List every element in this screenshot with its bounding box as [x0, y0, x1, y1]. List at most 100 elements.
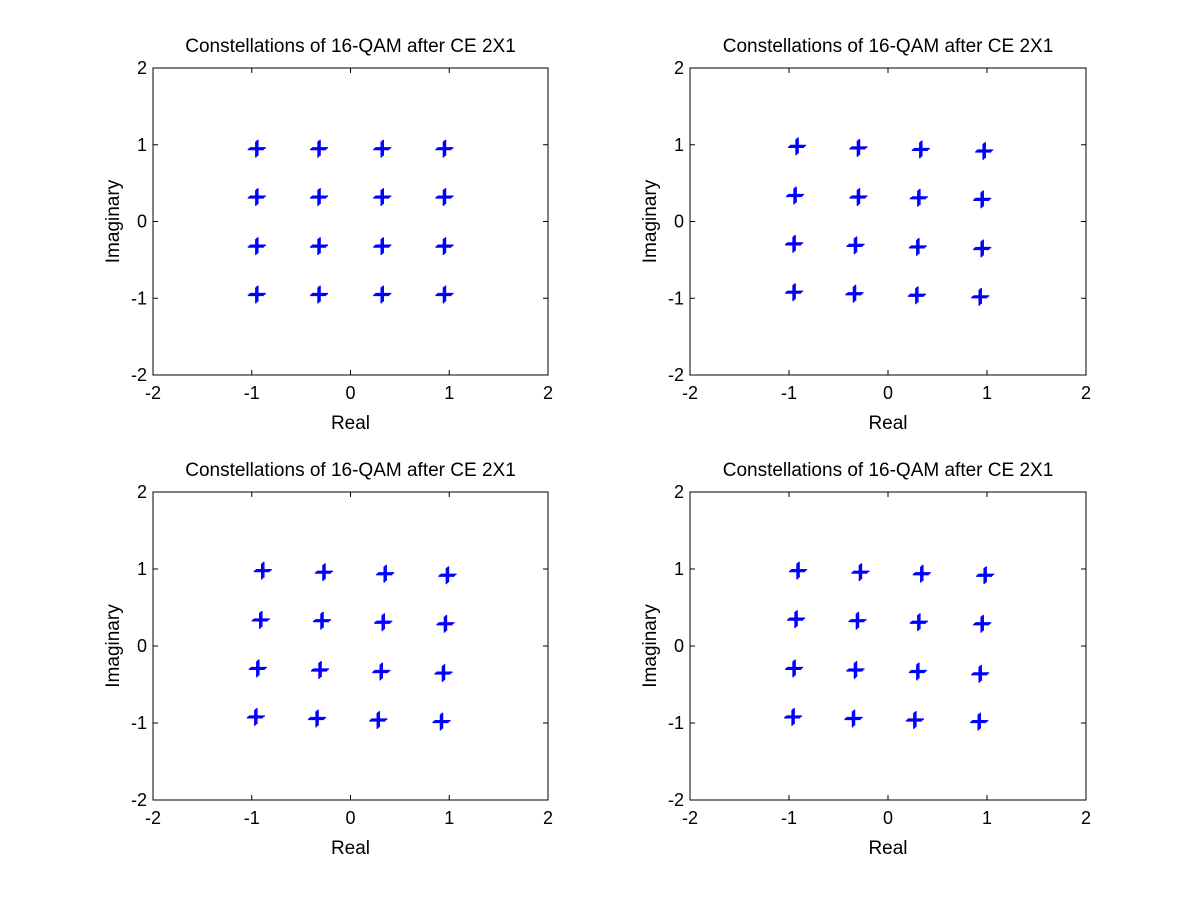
x-tick-label: 0 [883, 808, 893, 828]
data-point [786, 186, 805, 205]
y-tick-label: -1 [131, 288, 147, 308]
data-point [905, 711, 924, 729]
data-series [784, 561, 995, 731]
data-point [848, 611, 867, 630]
x-tick-label: 1 [444, 383, 454, 403]
data-point [373, 237, 392, 256]
data-point [907, 286, 926, 305]
data-point [374, 613, 393, 632]
y-tick-label: 2 [137, 482, 147, 502]
chart-title: Constellations of 16-QAM after CE 2X1 [723, 36, 1054, 57]
data-point [310, 188, 329, 206]
x-tick-label: 2 [543, 808, 553, 828]
subplot-1: -2 -1 0 1 2 -2 -1 0 1 2 Constellations of 16-QAM a… [103, 36, 553, 434]
y-tick-label: -1 [668, 713, 684, 733]
data-point [310, 139, 329, 158]
y-tick-label: -2 [668, 365, 684, 385]
x-axis-label: Real [331, 413, 370, 434]
data-point [973, 239, 992, 258]
data-point [310, 285, 329, 304]
data-point [908, 662, 927, 681]
data-point [784, 708, 803, 726]
data-point [435, 285, 454, 304]
x-tick-label: -2 [145, 808, 161, 828]
data-point [911, 140, 930, 159]
data-point [247, 237, 266, 256]
y-tick-label: -2 [668, 790, 684, 810]
data-point [369, 711, 388, 729]
data-point [785, 659, 804, 678]
data-point [435, 237, 454, 256]
data-series [246, 561, 457, 731]
data-point [849, 188, 868, 206]
x-tick-label: -2 [682, 383, 698, 403]
data-point [312, 611, 332, 630]
data-point [788, 137, 807, 156]
data-point [310, 237, 329, 256]
y-axis-label: Imaginary [640, 179, 661, 263]
x-axis-label: Real [331, 838, 370, 859]
data-series [247, 139, 454, 304]
y-tick-label: -1 [131, 713, 147, 733]
x-tick-label: 0 [345, 383, 355, 403]
y-tick-label: 1 [674, 559, 684, 579]
y-tick-label: -2 [131, 365, 147, 385]
data-point [912, 564, 931, 583]
y-tick-label: 2 [674, 482, 684, 502]
y-tick-label: 1 [137, 135, 147, 155]
data-point [246, 708, 265, 726]
data-point [785, 234, 804, 253]
data-point [973, 190, 992, 209]
y-tick-label: 2 [674, 58, 684, 78]
data-point [308, 709, 327, 728]
data-point [909, 613, 928, 632]
x-tick-label: 2 [1081, 808, 1091, 828]
data-point [435, 188, 454, 206]
data-point [851, 563, 870, 582]
data-point [971, 664, 990, 683]
data-point [373, 285, 392, 304]
axes-box [689, 67, 1087, 376]
data-point [973, 614, 992, 633]
data-point [846, 661, 865, 679]
chart-title: Constellations of 16-QAM after CE 2X1 [723, 460, 1054, 481]
data-point [971, 287, 990, 306]
x-tick-label: 1 [444, 808, 454, 828]
data-point [908, 238, 927, 256]
data-point [247, 285, 266, 304]
y-tick-label: 0 [137, 212, 147, 232]
data-point [436, 614, 455, 633]
subplot-4: -2 -1 0 1 2 -2 -1 0 1 2 Constellations of 16-QAM a… [640, 460, 1091, 859]
x-tick-label: 1 [982, 808, 992, 828]
data-point [438, 566, 457, 585]
data-point [846, 236, 865, 255]
y-tick-label: 2 [137, 58, 147, 78]
data-point [372, 662, 391, 681]
subplot-2: -2 -1 0 1 2 -2 -1 0 1 2 Constellations of 16-QAM a… [640, 36, 1091, 434]
x-tick-label: 0 [345, 808, 355, 828]
y-tick-label: 0 [674, 636, 684, 656]
chart-title: Constellations of 16-QAM after CE 2X1 [185, 36, 516, 57]
x-tick-label: -1 [244, 383, 260, 403]
y-axis-label: Imaginary [640, 604, 661, 688]
axes-box [152, 491, 549, 801]
data-point [432, 712, 451, 731]
data-point [251, 611, 270, 629]
y-tick-label: 1 [137, 559, 147, 579]
x-axis-label: Real [868, 838, 907, 859]
y-axis-label: Imaginary [103, 179, 124, 263]
data-point [789, 561, 808, 580]
x-tick-label: -1 [244, 808, 260, 828]
data-point [435, 139, 454, 158]
data-point [970, 712, 989, 731]
data-point [376, 564, 395, 583]
y-tick-label: 0 [137, 636, 147, 656]
data-point [310, 661, 330, 679]
data-point [434, 664, 453, 682]
data-point [373, 139, 392, 158]
data-point [785, 283, 804, 302]
data-point [844, 709, 863, 728]
x-tick-label: 2 [543, 383, 553, 403]
data-point [247, 139, 266, 158]
